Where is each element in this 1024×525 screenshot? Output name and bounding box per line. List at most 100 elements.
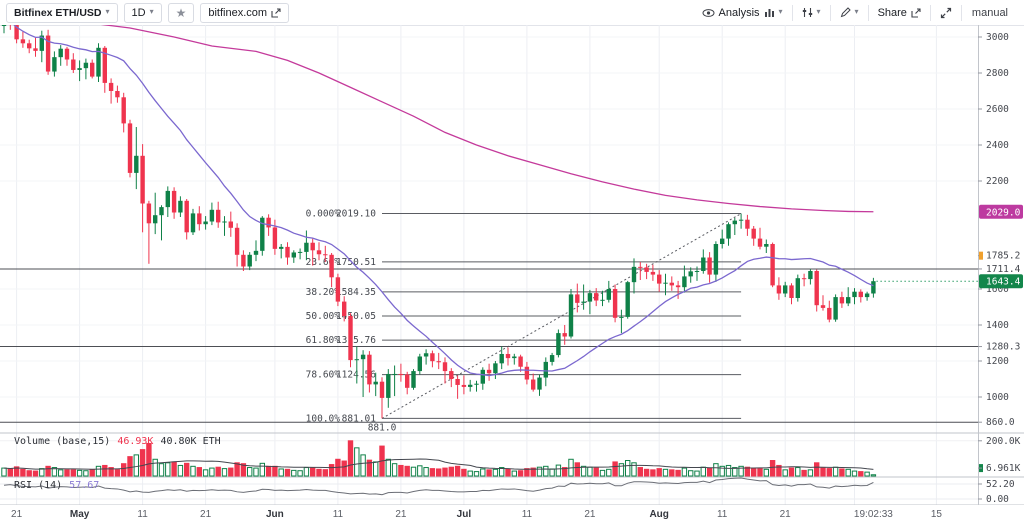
fullscreen-button[interactable]	[931, 4, 961, 22]
external-link-icon	[271, 7, 281, 18]
svg-text:1584.35: 1584.35	[336, 287, 376, 298]
time-tick-label: Aug	[649, 509, 669, 520]
time-tick-label: 21	[584, 509, 596, 520]
time-tick-label: Jul	[456, 509, 472, 520]
bar-countdown-label: 19:02:33	[853, 509, 893, 520]
toolbar-divider	[929, 4, 931, 21]
svg-text:1450.05: 1450.05	[336, 311, 376, 322]
time-axis[interactable]: 21 May 11 21 Jun 11 21 Jul 11 21 Aug 11 21 15 19:02:33	[0, 505, 1024, 525]
fullscreen-icon	[940, 7, 952, 18]
time-tick-label: 11	[137, 509, 148, 520]
interval-button[interactable]: 1D ▾	[123, 2, 162, 23]
toolbar-divider	[960, 4, 962, 21]
interval-label: 1D	[131, 6, 146, 19]
eye-icon	[702, 8, 715, 17]
svg-text:1785.2: 1785.2	[986, 251, 1020, 262]
svg-text:1200: 1200	[986, 356, 1009, 367]
price-badge	[979, 274, 1023, 289]
time-tick-label: May	[69, 509, 90, 520]
svg-text:0.00: 0.00	[986, 494, 1009, 505]
analysis-button[interactable]: Analysis ▾	[693, 4, 792, 22]
svg-text:3000: 3000	[986, 32, 1009, 43]
price-axis[interactable]: 3000 2800 2600 2400 2200 1600 1400 1200 1000 1785…	[978, 32, 1023, 505]
draw-button[interactable]: ▾	[831, 4, 868, 22]
time-tick-label: 11	[332, 509, 344, 520]
chevron-down-icon: ▾	[105, 6, 110, 16]
time-tick-label: 11	[521, 509, 533, 520]
svg-text:1315.76: 1315.76	[336, 335, 376, 346]
svg-text:2200: 2200	[986, 176, 1009, 187]
time-tick-label: 21	[11, 509, 23, 520]
indicator-settings-button[interactable]: ▾	[793, 4, 830, 22]
svg-text:2029.0: 2029.0	[986, 207, 1021, 218]
svg-text:1600: 1600	[986, 284, 1009, 295]
svg-text:38.20%: 38.20%	[306, 287, 341, 298]
svg-text:881.01: 881.01	[342, 413, 377, 424]
time-tick-label: 11	[716, 509, 728, 520]
favorite-button[interactable]: ★	[167, 2, 195, 23]
svg-text:1643.4: 1643.4	[986, 277, 1021, 288]
exchange-link-label: bitfinex.com	[208, 6, 268, 19]
chart-canvas[interactable]: 0.000%2019.10 23.60%1750.51 38.20%1584.35 5…	[0, 25, 1024, 505]
rsi-indicator-title: RSI (14)	[14, 480, 63, 491]
svg-text:6.961K: 6.961K	[986, 463, 1021, 474]
svg-text:1711.4: 1711.4	[986, 264, 1021, 275]
svg-text:78.60%: 78.60%	[306, 370, 341, 381]
svg-text:0.000%: 0.000%	[306, 209, 341, 220]
svg-text:2800: 2800	[986, 68, 1009, 79]
chevron-down-icon: ▾	[778, 6, 783, 16]
pencil-icon	[840, 7, 851, 18]
toolbar-right-group: Analysis ▾ ▾ ▾	[693, 4, 1024, 22]
chevron-down-icon: ▾	[816, 6, 821, 16]
star-icon: ★	[175, 5, 187, 20]
svg-text:860.0: 860.0	[986, 417, 1015, 428]
volume-value: 46.93K	[117, 436, 154, 447]
share-external-icon	[911, 7, 921, 18]
chevron-down-icon: ▾	[854, 6, 859, 16]
time-tick-label: 15	[930, 509, 942, 520]
svg-text:1400: 1400	[986, 320, 1009, 331]
time-tick-label: 21	[779, 509, 791, 520]
svg-text:61.80%: 61.80%	[306, 335, 341, 346]
time-tick-label: Jun	[266, 509, 284, 520]
rsi-value: 57.67	[69, 480, 100, 491]
svg-text:1000: 1000	[986, 392, 1009, 403]
price-badge	[979, 204, 1023, 219]
chart-area: 0.000% 2019.10 23.60% 1750.51 38.20% 1584.35 5…	[0, 25, 1024, 505]
svg-text:23.60%: 23.60%	[306, 257, 341, 268]
svg-text:100.0%: 100.0%	[306, 413, 341, 424]
mode-label: manual	[971, 6, 1008, 19]
volume-indicator-title: Volume (base,15)	[14, 436, 111, 447]
moving-averages	[13, 25, 874, 377]
fib-retracement[interactable]: 0.000%2019.10 23.60%1750.51 38.20%1584.35 5…	[306, 209, 742, 434]
time-tick-label: 21	[200, 509, 212, 520]
svg-text:2400: 2400	[986, 140, 1009, 151]
analysis-label: Analysis	[718, 6, 760, 19]
toolbar-divider	[867, 4, 869, 21]
share-button[interactable]: Share	[869, 4, 930, 22]
svg-text:1750.51: 1750.51	[336, 257, 376, 268]
horizontal-level-lines[interactable]	[0, 268, 978, 423]
rsi-indicator-header[interactable]: RSI (14) 57.67	[14, 480, 99, 491]
gridlines	[0, 25, 978, 505]
toolbar-divider	[791, 4, 793, 21]
sliders-icon	[802, 8, 812, 17]
symbol-label: Bitfinex ETH/USD	[14, 6, 102, 19]
volume-layer	[1, 440, 877, 477]
exchange-link-button[interactable]: bitfinex.com	[200, 2, 290, 23]
symbol-button[interactable]: Bitfinex ETH/USD ▾	[6, 2, 118, 23]
candles-layer[interactable]	[1, 25, 876, 419]
chevron-down-icon: ▾	[149, 6, 154, 16]
svg-text:2600: 2600	[986, 104, 1009, 115]
svg-text:52.20: 52.20	[986, 479, 1015, 490]
time-tick-label: 21	[395, 509, 407, 520]
toolbar-left-group: Bitfinex ETH/USD ▾ 1D ▾ ★ bitfinex.com	[0, 2, 290, 23]
svg-text:2019.10: 2019.10	[336, 209, 376, 220]
svg-text:1280.3: 1280.3	[986, 342, 1020, 353]
svg-text:881.0: 881.0	[368, 422, 397, 433]
pane-separators[interactable]	[0, 25, 1024, 505]
share-label: Share	[877, 6, 907, 19]
toolbar-divider	[829, 4, 831, 21]
volume-indicator-header[interactable]: Volume (base,15) 46.93K 40.80K ETH	[14, 436, 221, 447]
